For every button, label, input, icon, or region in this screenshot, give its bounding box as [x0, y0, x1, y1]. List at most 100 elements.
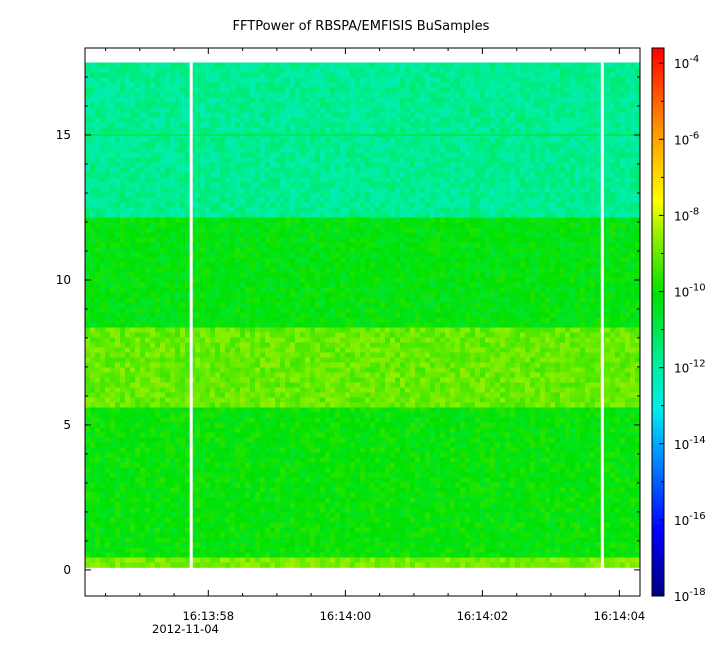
- spectrogram-cell: [105, 62, 111, 68]
- spectrogram-cell: [315, 267, 321, 273]
- spectrogram-cell: [155, 97, 161, 103]
- spectrogram-cell: [335, 147, 341, 153]
- spectrogram-cell: [275, 192, 281, 198]
- spectrogram-cell: [445, 207, 451, 213]
- spectrogram-cell: [450, 232, 456, 238]
- spectrogram-cell: [435, 282, 441, 288]
- spectrogram-cell: [85, 167, 91, 173]
- spectrogram-cell: [615, 102, 621, 108]
- spectrogram-cell: [290, 247, 296, 253]
- spectrogram-cell: [460, 192, 466, 198]
- spectrogram-cell: [165, 277, 171, 283]
- spectrogram-cell: [90, 67, 96, 73]
- spectrogram-cell: [575, 72, 581, 78]
- spectrogram-cell: [295, 262, 301, 268]
- spectrogram-cell: [245, 222, 251, 228]
- spectrogram-cell: [390, 197, 396, 203]
- spectrogram-cell: [340, 197, 346, 203]
- spectrogram-cell: [300, 197, 306, 203]
- spectrogram-cell: [115, 207, 121, 213]
- spectrogram-cell: [550, 192, 556, 198]
- spectrogram-cell: [180, 72, 186, 78]
- spectrogram-cell: [365, 232, 371, 238]
- spectrogram-cell: [560, 177, 566, 183]
- spectrogram-cell: [245, 257, 251, 263]
- spectrogram-cell: [605, 82, 611, 88]
- spectrogram-cell: [565, 117, 571, 123]
- spectrogram-cell: [505, 212, 511, 218]
- spectrogram-cell: [365, 97, 371, 103]
- spectrogram-cell: [570, 267, 576, 273]
- spectrogram-cell: [240, 257, 246, 263]
- spectrogram-cell: [375, 127, 381, 133]
- spectrogram-cell: [470, 117, 476, 123]
- spectrogram-cell: [510, 282, 516, 288]
- spectrogram-cell: [100, 72, 106, 78]
- spectrogram-cell: [140, 152, 146, 158]
- spectrogram-cell: [410, 67, 416, 73]
- spectrogram-cell: [135, 157, 141, 163]
- spectrogram-cell: [510, 77, 516, 83]
- spectrogram-cell: [320, 277, 326, 283]
- spectrogram-cell: [465, 72, 471, 78]
- spectrogram-cell: [140, 142, 146, 148]
- spectrogram-cell: [390, 142, 396, 148]
- spectrogram-cell: [340, 187, 346, 193]
- spectrogram-cell: [115, 202, 121, 208]
- spectrogram-cell: [295, 62, 301, 68]
- spectrogram-cell: [445, 147, 451, 153]
- spectrogram-cell: [240, 87, 246, 93]
- spectrogram-cell: [285, 257, 291, 263]
- spectrogram-cell: [470, 212, 476, 218]
- spectrogram-cell: [465, 67, 471, 73]
- spectrogram-cell: [500, 282, 506, 288]
- spectrogram-cell: [585, 77, 591, 83]
- spectrogram-cell: [630, 217, 636, 223]
- spectrogram-cell: [215, 122, 221, 128]
- spectrogram-cell: [350, 122, 356, 128]
- spectrogram-cell: [130, 117, 136, 123]
- spectrogram-cell: [330, 157, 336, 163]
- spectrogram-cell: [245, 207, 251, 213]
- spectrogram-cell: [285, 117, 291, 123]
- spectrogram-cell: [120, 152, 126, 158]
- spectrogram-cell: [175, 127, 181, 133]
- spectrogram-cell: [240, 102, 246, 108]
- spectrogram-cell: [555, 82, 561, 88]
- spectrogram-cell: [310, 237, 316, 243]
- spectrogram-cell: [165, 122, 171, 128]
- spectrogram-cell: [460, 152, 466, 158]
- spectrogram-cell: [335, 137, 341, 143]
- spectrogram-cell: [280, 157, 286, 163]
- spectrogram-cell: [570, 177, 576, 183]
- spectrogram-cell: [225, 172, 231, 178]
- spectrogram-cell: [320, 247, 326, 253]
- spectrogram-cell: [395, 277, 401, 283]
- spectrogram-cell: [360, 257, 366, 263]
- spectrogram-cell: [205, 187, 211, 193]
- spectrogram-cell: [410, 277, 416, 283]
- spectrogram-cell: [135, 77, 141, 83]
- spectrogram-cell: [320, 177, 326, 183]
- spectrogram-cell: [300, 137, 306, 143]
- spectrogram-cell: [325, 277, 331, 283]
- spectrogram-cell: [355, 242, 361, 248]
- spectrogram-cell: [165, 167, 171, 173]
- spectrogram-cell: [530, 252, 536, 258]
- spectrogram-cell: [510, 192, 516, 198]
- spectrogram-cell: [540, 187, 546, 193]
- spectrogram-cell: [475, 157, 481, 163]
- spectrogram-cell: [255, 122, 261, 128]
- spectrogram-cell: [540, 177, 546, 183]
- spectrogram-cell: [485, 252, 491, 258]
- spectrogram-cell: [415, 152, 421, 158]
- spectrogram-cell: [225, 272, 231, 278]
- spectrogram-cell: [575, 152, 581, 158]
- spectrogram-cell: [425, 247, 431, 253]
- spectrogram-cell: [320, 207, 326, 213]
- spectrogram-cell: [90, 127, 96, 133]
- spectrogram-cell: [145, 237, 151, 243]
- spectrogram-cell: [160, 122, 166, 128]
- spectrogram-cell: [185, 162, 191, 168]
- spectrogram-cell: [225, 147, 231, 153]
